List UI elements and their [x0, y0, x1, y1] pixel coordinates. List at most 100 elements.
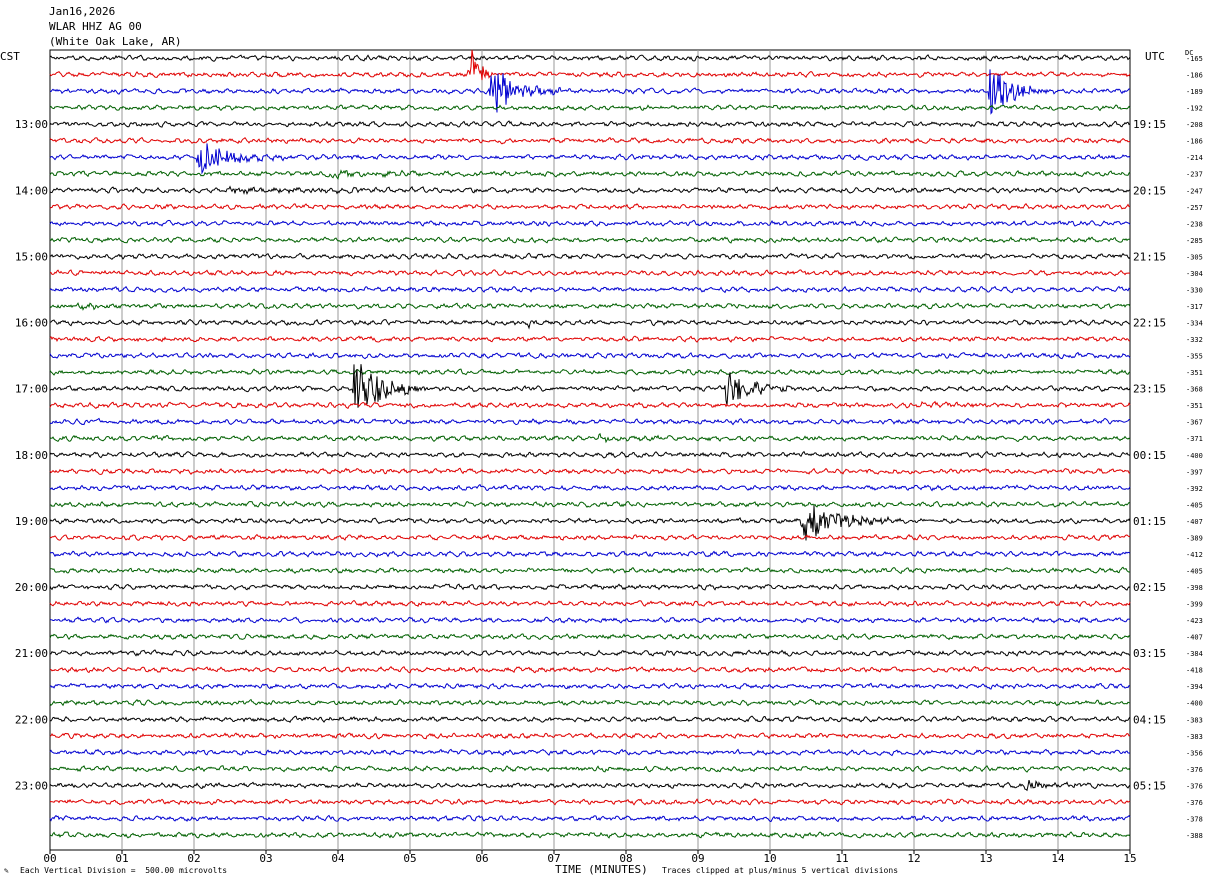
dc-offset-label: -238	[1186, 220, 1203, 228]
dc-offset-label: -394	[1186, 683, 1203, 691]
seismic-trace-42	[49, 748, 1131, 757]
seismic-trace-10	[49, 219, 1131, 227]
seismic-trace-32	[49, 583, 1131, 591]
dc-offset-label: -397	[1186, 468, 1203, 476]
dc-offset-label: -317	[1186, 303, 1203, 311]
seismic-trace-18	[49, 351, 1131, 360]
seismic-trace-17	[49, 335, 1131, 343]
dc-offset-label: -334	[1186, 320, 1203, 328]
dc-offset-label: -405	[1186, 567, 1203, 575]
x-tick-label: 09	[691, 852, 704, 865]
dc-offset-label: -389	[1186, 534, 1203, 542]
right-hour-label: 22:15	[1133, 317, 1166, 330]
dc-offset-label: -257	[1186, 204, 1203, 212]
dc-offset-header: DC	[1185, 49, 1194, 57]
dc-offset-label: -423	[1186, 617, 1203, 625]
dc-offset-label: -356	[1186, 749, 1203, 757]
right-hour-label: 19:15	[1133, 118, 1166, 131]
dc-offset-label: -407	[1186, 634, 1203, 642]
seismic-trace-16	[49, 318, 1131, 330]
right-timezone-label: UTC	[1145, 50, 1165, 63]
dc-offset-label: -192	[1186, 105, 1203, 113]
seismic-trace-26	[49, 483, 1131, 492]
dc-offset-label: -305	[1186, 253, 1203, 261]
x-tick-label: 10	[763, 852, 776, 865]
left-hour-label: 22:00	[15, 713, 48, 726]
right-hour-label: 23:15	[1133, 383, 1166, 396]
seismic-trace-5	[49, 136, 1131, 145]
seismic-trace-27	[49, 500, 1131, 509]
right-hour-label: 20:15	[1133, 184, 1166, 197]
seismic-trace-24	[49, 450, 1131, 459]
seismic-trace-29	[49, 533, 1131, 542]
right-hour-label: 21:15	[1133, 250, 1166, 263]
x-tick-label: 06	[475, 852, 488, 865]
left-hour-label: 23:00	[15, 779, 48, 792]
seismic-trace-30	[49, 550, 1131, 558]
dc-offset-label: -399	[1186, 601, 1203, 609]
left-hour-label: 18:00	[15, 449, 48, 462]
dc-offset-label: -237	[1186, 171, 1203, 179]
left-hour-label: 19:00	[15, 515, 48, 528]
clip-note: Traces clipped at plus/minus 5 vertical …	[662, 866, 899, 875]
dc-offset-label: -384	[1186, 650, 1203, 658]
seismic-trace-40	[49, 715, 1131, 723]
seismic-trace-15	[49, 302, 1131, 311]
dc-offset-label: -247	[1186, 187, 1203, 195]
dc-offset-label: -186	[1186, 72, 1203, 80]
seismic-trace-41	[49, 732, 1131, 740]
dc-offset-label: -186	[1186, 138, 1203, 146]
plot-frame	[49, 49, 1131, 851]
dc-offset-label: -376	[1186, 799, 1203, 807]
dc-offset-label: -405	[1186, 501, 1203, 509]
dc-offset-label: -383	[1186, 716, 1203, 724]
left-hour-label: 14:00	[15, 184, 48, 197]
x-tick-label: 04	[331, 852, 345, 865]
x-tick-label: 08	[619, 852, 632, 865]
seismic-trace-11	[49, 236, 1131, 244]
dc-offset-label: -351	[1186, 402, 1203, 410]
seismic-trace-14	[49, 285, 1131, 294]
seismic-trace-4	[49, 120, 1131, 128]
seismic-trace-9	[49, 203, 1131, 211]
seismic-trace-31	[50, 566, 1131, 575]
dc-offset-label: -412	[1186, 551, 1203, 559]
seismic-trace-13	[49, 269, 1130, 277]
dc-offset-label: -388	[1186, 832, 1203, 840]
right-hour-label: 01:15	[1133, 515, 1166, 528]
seismic-trace-38	[49, 682, 1131, 690]
dc-offset-label: -189	[1186, 88, 1203, 96]
seismic-trace-44	[49, 779, 1131, 792]
left-hour-label: 20:00	[15, 581, 48, 594]
dc-offset-label: -214	[1186, 154, 1203, 162]
x-tick-label: 03	[259, 852, 272, 865]
seismic-trace-19	[49, 368, 1131, 376]
dc-offset-label: -285	[1186, 237, 1203, 245]
dc-offset-label: -418	[1186, 667, 1203, 675]
helicorder-date: Jan16,2026	[49, 5, 116, 18]
dc-offset-label: -371	[1186, 435, 1203, 443]
right-hour-label: 04:15	[1133, 713, 1166, 726]
seismic-trace-23	[49, 432, 1131, 444]
x-tick-label: 07	[547, 852, 560, 865]
left-hour-label: 21:00	[15, 647, 48, 660]
vertical-division-note: Each Vertical Division = 500.00 microvol…	[20, 866, 228, 875]
x-tick-label: 02	[187, 852, 200, 865]
dc-offset-label: -392	[1186, 485, 1203, 493]
left-hour-label: 17:00	[15, 383, 48, 396]
right-hour-label: 03:15	[1133, 647, 1166, 660]
station-code: WLAR HHZ AG 00	[49, 20, 142, 33]
dc-offset-label: -378	[1186, 815, 1203, 823]
logo-mark: ✎	[4, 866, 9, 875]
seismic-trace-36	[49, 649, 1131, 657]
dc-offset-label: -400	[1186, 700, 1203, 708]
seismic-trace-39	[49, 698, 1131, 707]
seismic-trace-0	[49, 54, 1131, 62]
dc-offset-label: -368	[1186, 386, 1203, 394]
dc-offset-label: -332	[1186, 336, 1203, 344]
dc-offset-label: -407	[1186, 518, 1203, 526]
seismic-trace-35	[49, 633, 1131, 641]
dc-offset-label: -376	[1186, 782, 1203, 790]
seismic-trace-6	[49, 143, 1131, 175]
